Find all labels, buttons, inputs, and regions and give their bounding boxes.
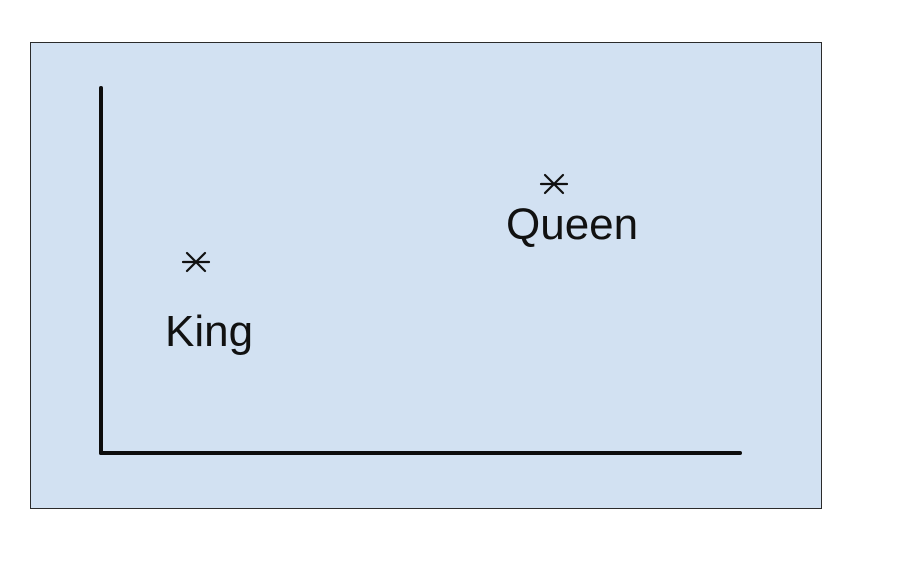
king-marker: [181, 251, 211, 273]
queen-marker: [539, 173, 569, 195]
diagram-panel: [30, 42, 822, 509]
queen-label: Queen: [506, 200, 638, 249]
king-label: King: [165, 307, 253, 356]
